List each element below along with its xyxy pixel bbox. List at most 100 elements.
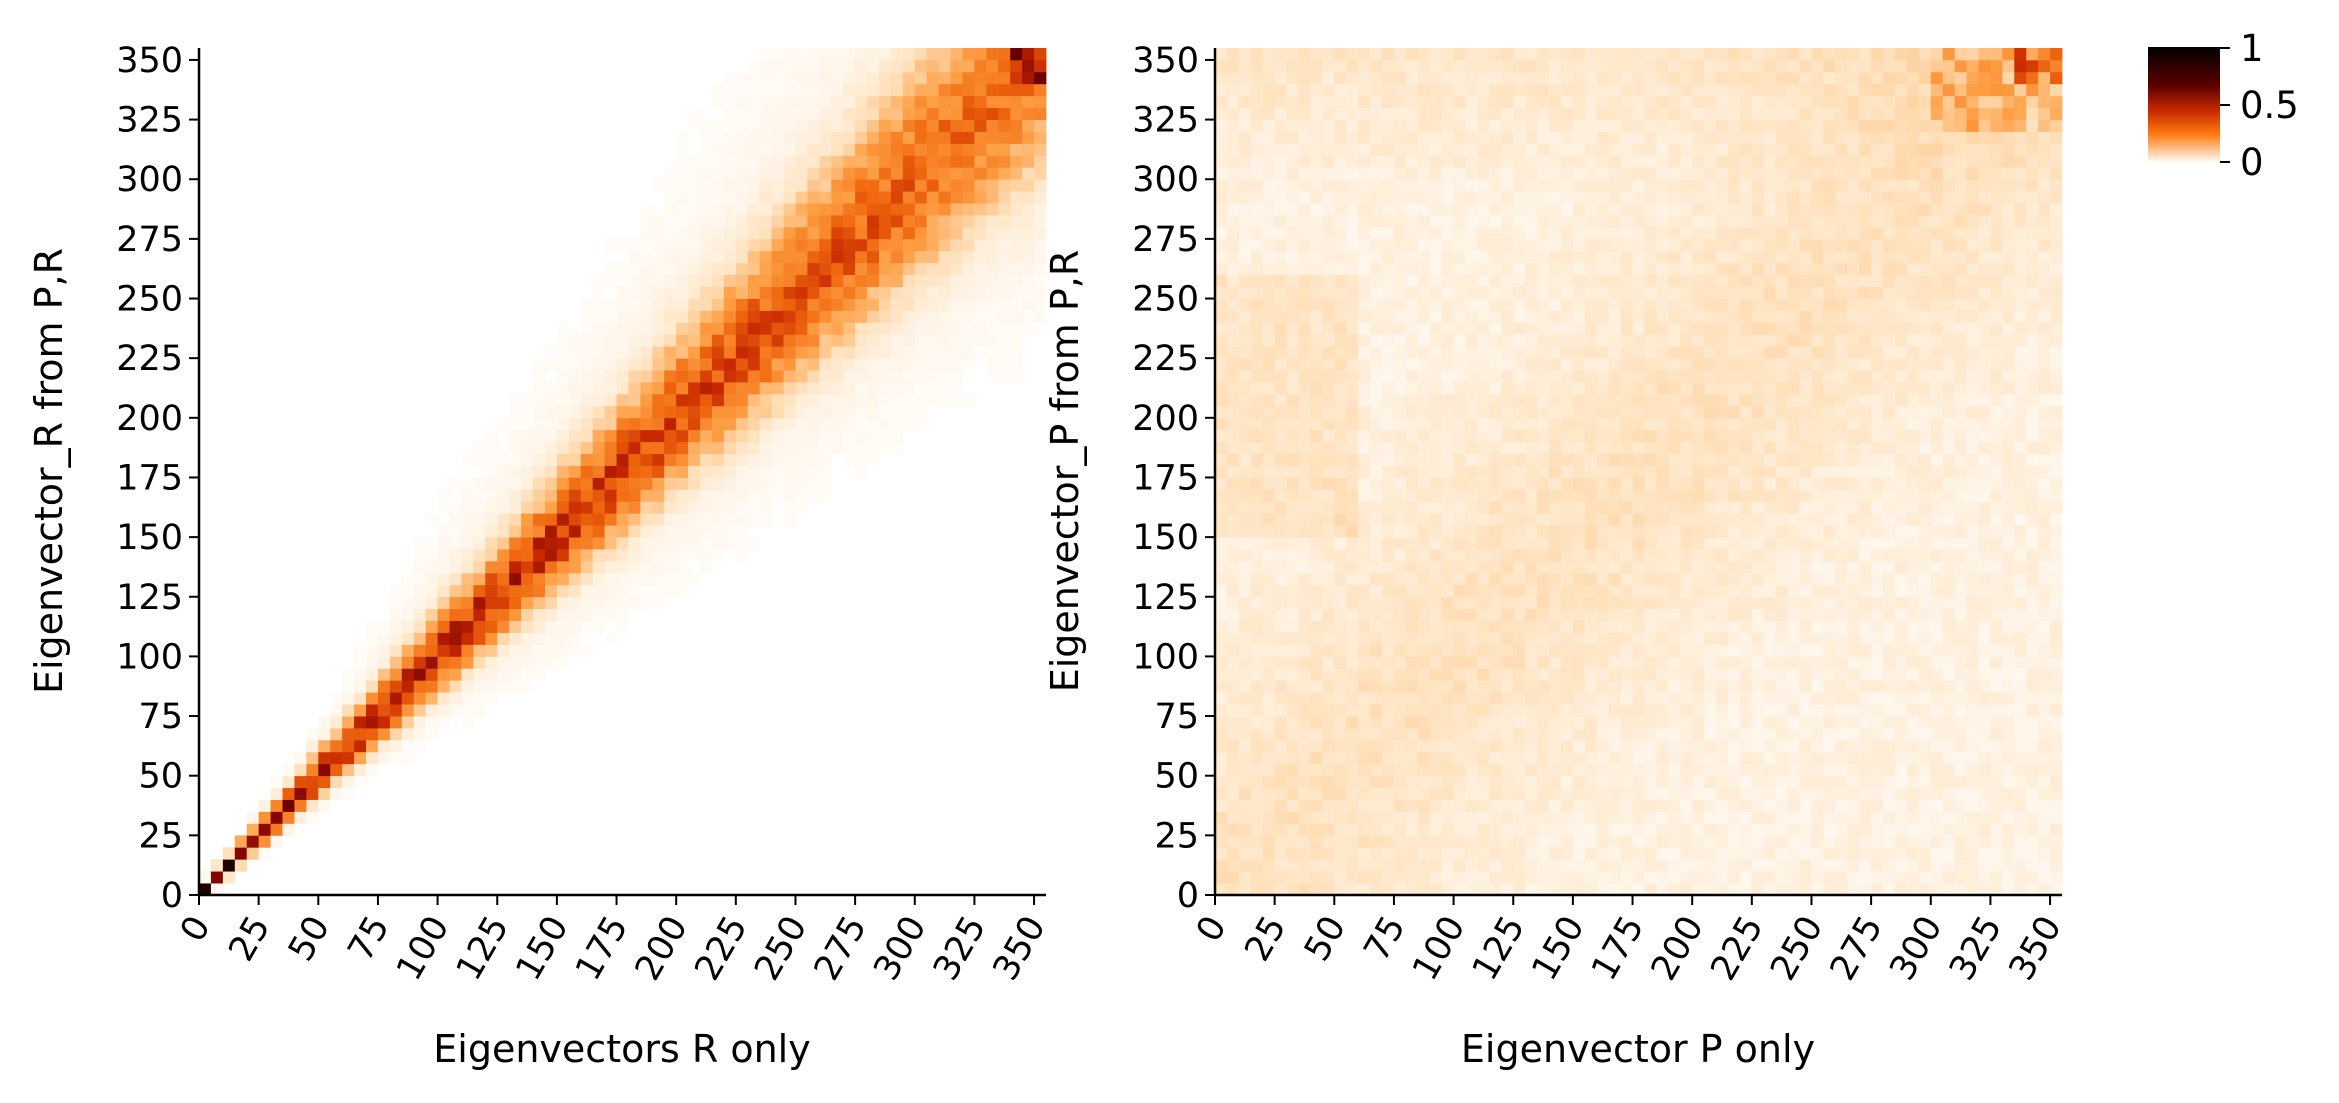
left-heatmap-cell — [855, 215, 868, 228]
right-heatmap-cell — [1417, 656, 1431, 669]
right-heatmap-cell — [1286, 131, 1299, 144]
right-heatmap-cell — [1608, 489, 1622, 502]
left-heatmap-cell — [497, 596, 510, 610]
left-heatmap-cell — [855, 429, 868, 443]
right-heatmap-cell — [1608, 680, 1622, 693]
left-heatmap-cell — [437, 644, 450, 657]
left-heatmap-cell — [700, 167, 713, 180]
right-heatmap-cell — [1656, 775, 1669, 789]
left-heatmap-cell — [795, 453, 808, 466]
right-heatmap-cell — [1262, 787, 1276, 800]
right-heatmap-cell — [1727, 238, 1741, 252]
right-heatmap-cell — [1537, 739, 1550, 753]
right-heatmap-cell — [1405, 191, 1419, 204]
right-heatmap-cell — [1727, 716, 1741, 729]
right-heatmap-cell — [1238, 680, 1252, 693]
right-heatmap-cell — [1453, 489, 1466, 502]
right-heatmap-cell — [1632, 226, 1645, 240]
right-heatmap-cell — [1250, 489, 1264, 502]
left-heatmap-cell — [628, 298, 641, 311]
left-heatmap-cell — [771, 382, 784, 395]
left-heatmap-cell — [1010, 71, 1023, 85]
left-heatmap-cell — [759, 83, 773, 97]
left-heatmap-cell — [294, 775, 307, 789]
right-heatmap-cell — [1632, 393, 1645, 407]
right-heatmap-cell — [1382, 119, 1395, 132]
right-heatmap-cell — [1262, 429, 1276, 443]
right-heatmap-cell — [1537, 775, 1550, 789]
right-heatmap-cell — [1608, 775, 1622, 789]
right-heatmap-cell — [1727, 226, 1741, 240]
right-heatmap-cell — [1584, 716, 1598, 729]
left-heatmap-cell — [1022, 95, 1035, 109]
left-heatmap-cell — [855, 203, 868, 216]
left-heatmap-cell — [735, 203, 749, 216]
left-heatmap-cell — [521, 560, 534, 574]
right-heatmap-cell — [1716, 644, 1729, 657]
left-heatmap-cell — [735, 477, 749, 490]
left-heatmap-cell — [652, 465, 665, 478]
right-heatmap-cell — [1370, 191, 1383, 204]
right-heatmap-cell — [1501, 298, 1514, 311]
right-heatmap-cell — [1346, 596, 1359, 610]
left-heatmap-cell — [449, 632, 462, 645]
right-heatmap-cell — [1382, 71, 1395, 85]
left-heatmap-cell — [640, 584, 653, 598]
right-heatmap-cell — [1215, 847, 1228, 860]
left-heatmap-cell — [664, 560, 677, 574]
left-heatmap-cell — [986, 59, 999, 73]
right-heatmap-cell — [1525, 274, 1538, 287]
right-heatmap-cell — [1668, 95, 1681, 109]
right-heatmap-cell — [1680, 286, 1693, 299]
right-heatmap-cell — [1465, 143, 1478, 156]
right-heatmap-cell — [1477, 405, 1490, 419]
right-heatmap-cell — [1310, 179, 1323, 192]
right-heatmap-cell — [1286, 405, 1299, 419]
right-heatmap-cell — [1262, 883, 1276, 896]
right-heatmap-cell — [1226, 883, 1240, 896]
right-heatmap-cell — [1572, 59, 1586, 73]
right-heatmap-cell — [1477, 143, 1490, 156]
right-heatmap-cell — [1704, 453, 1717, 466]
left-heatmap-cell — [544, 632, 558, 645]
left-heatmap-cell — [902, 250, 916, 264]
left-heatmap-cell — [783, 358, 796, 371]
right-heatmap-cell — [1489, 119, 1502, 132]
right-heatmap-cell — [1334, 417, 1347, 431]
right-heatmap-cell — [1704, 608, 1717, 622]
right-heatmap-cell — [1692, 143, 1705, 156]
left-heatmap-cell — [628, 382, 641, 395]
right-heatmap-cell — [1226, 215, 1240, 228]
right-heatmap-cell — [1262, 596, 1276, 610]
right-heatmap-cell — [1644, 608, 1657, 622]
left-heatmap-cell — [783, 274, 796, 287]
right-heatmap-cell — [1596, 501, 1610, 514]
right-heatmap-cell — [1274, 763, 1287, 777]
left-heatmap-cell — [759, 489, 773, 502]
right-heatmap-cell — [1453, 501, 1466, 514]
left-heatmap-cell — [461, 644, 474, 657]
right-heatmap-cell — [1441, 155, 1454, 168]
right-heatmap-cell — [1596, 763, 1610, 777]
left-heatmap-cell — [389, 716, 403, 729]
right-heatmap-cell — [1250, 560, 1264, 574]
right-heatmap-cell — [1632, 513, 1645, 526]
right-heatmap-cell — [1286, 799, 1299, 812]
left-heatmap-cell — [688, 179, 701, 192]
right-heatmap-cell — [1429, 775, 1443, 789]
right-heatmap-cell — [1608, 668, 1622, 681]
left-heatmap-cell — [783, 405, 796, 419]
right-heatmap-cell — [1346, 262, 1359, 276]
right-heatmap-cell — [1286, 370, 1299, 383]
right-heatmap-cell — [1513, 310, 1526, 323]
right-heatmap-cell — [1405, 489, 1419, 502]
right-heatmap-cell — [1322, 727, 1335, 741]
right-heatmap-cell — [1215, 286, 1228, 299]
right-heatmap-cell — [1370, 346, 1383, 359]
left-heatmap-cell — [533, 417, 546, 431]
left-heatmap-cell — [604, 298, 617, 311]
right-heatmap-cell — [1322, 119, 1335, 132]
right-heatmap-cell — [1572, 382, 1586, 395]
left-heatmap-cell — [914, 95, 928, 109]
right-heatmap-cell — [1584, 131, 1598, 144]
